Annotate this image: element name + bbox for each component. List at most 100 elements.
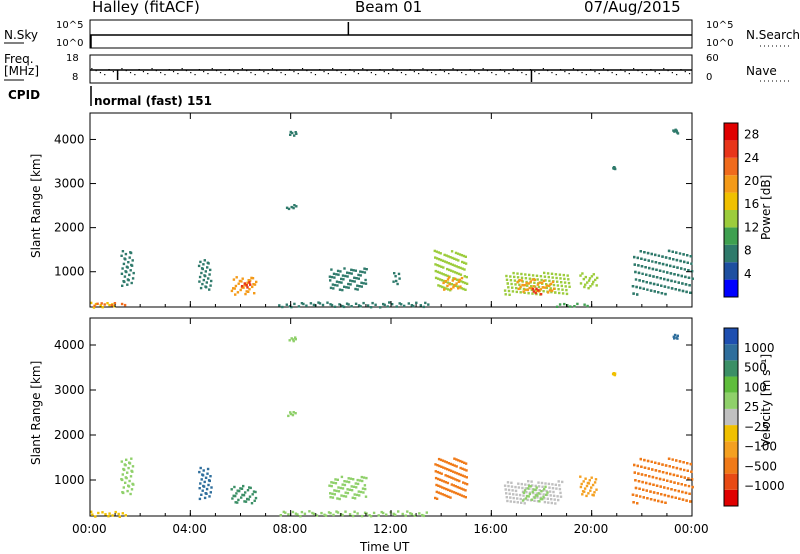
data-cell [457, 472, 461, 476]
data-cell [447, 495, 450, 498]
data-cell [436, 277, 440, 280]
data-cell [545, 493, 548, 496]
data-cell [684, 275, 687, 279]
data-cell [350, 268, 353, 271]
data-cell [581, 493, 584, 496]
data-cell [349, 283, 352, 286]
data-cell [333, 305, 337, 308]
data-cell [691, 485, 694, 489]
data-cell [650, 460, 653, 463]
nave-point [125, 70, 127, 72]
data-cell [459, 466, 462, 470]
data-cell [567, 278, 570, 281]
data-cell [202, 485, 206, 488]
data-cell [198, 497, 202, 501]
data-cell [584, 283, 587, 286]
data-cell [512, 493, 515, 496]
data-cell [305, 304, 308, 307]
nave-point [147, 73, 149, 75]
data-cell [352, 485, 356, 488]
nave-point [568, 73, 570, 75]
nave-point [297, 73, 299, 75]
data-cell [677, 489, 680, 493]
data-cell [662, 478, 665, 481]
data-cell [657, 254, 661, 257]
data-cell [123, 280, 126, 284]
data-cell [449, 469, 453, 472]
data-cell [289, 130, 292, 134]
data-cell [237, 498, 240, 502]
nave-point [426, 70, 428, 72]
data-cell [594, 278, 597, 282]
data-cell [552, 283, 556, 287]
data-cell [645, 281, 648, 284]
data-cell [459, 273, 463, 276]
data-cell [514, 485, 517, 489]
data-cell [92, 306, 96, 309]
y-tick-label: 1000 [54, 265, 85, 279]
data-cell [241, 493, 244, 497]
data-cell [122, 262, 126, 266]
data-cell [392, 280, 395, 283]
data-cell [240, 496, 243, 499]
data-cell [352, 269, 355, 272]
nave-point [594, 71, 596, 73]
colorbar-cell [724, 489, 738, 506]
data-cell [342, 278, 345, 281]
nave-point [602, 68, 605, 70]
nave-point [443, 71, 446, 73]
data-cell [634, 270, 637, 274]
data-cell [382, 511, 385, 515]
data-cell [642, 496, 645, 499]
data-cell [640, 465, 643, 468]
data-cell [328, 275, 332, 278]
data-cell [464, 482, 467, 485]
data-cell [202, 278, 205, 282]
data-cell [661, 471, 665, 474]
data-cell [329, 512, 332, 515]
data-cell [385, 513, 388, 516]
data-cell [527, 495, 530, 498]
data-cell [505, 278, 509, 281]
data-cell [289, 412, 293, 416]
data-cell [435, 497, 439, 500]
data-cell [437, 284, 440, 287]
data-cell [533, 281, 536, 284]
data-cell [655, 476, 658, 480]
x-tick-label: 00:00 [72, 522, 107, 536]
data-cell [395, 305, 398, 308]
data-cell [563, 302, 566, 306]
data-cell [292, 339, 295, 343]
data-cell [527, 292, 530, 295]
data-cell [550, 290, 553, 294]
data-cell [330, 275, 334, 279]
data-cell [633, 263, 636, 266]
data-cell [638, 487, 641, 490]
data-cell [237, 282, 240, 285]
data-cell [523, 489, 527, 492]
nave-point [241, 68, 243, 70]
data-cell [654, 469, 658, 472]
nave-point [658, 73, 661, 75]
data-cell [524, 288, 527, 291]
data-cell [513, 275, 516, 279]
data-cell [522, 287, 526, 291]
x-tick-label: 08:00 [273, 522, 308, 536]
data-cell [540, 481, 544, 485]
data-cell [545, 489, 548, 493]
data-cell [353, 510, 356, 513]
nave-point [469, 69, 471, 71]
data-cell [640, 473, 644, 476]
nave-point [671, 72, 673, 74]
data-cell [539, 492, 542, 496]
data-cell [244, 500, 248, 503]
nave-point [224, 74, 226, 76]
nave-point [164, 74, 166, 76]
nave-point [310, 72, 312, 74]
data-cell [536, 283, 540, 286]
data-cell [234, 284, 238, 288]
data-cell [677, 273, 680, 277]
nave-point [250, 72, 252, 74]
data-cell [455, 472, 459, 475]
data-cell [536, 496, 539, 499]
